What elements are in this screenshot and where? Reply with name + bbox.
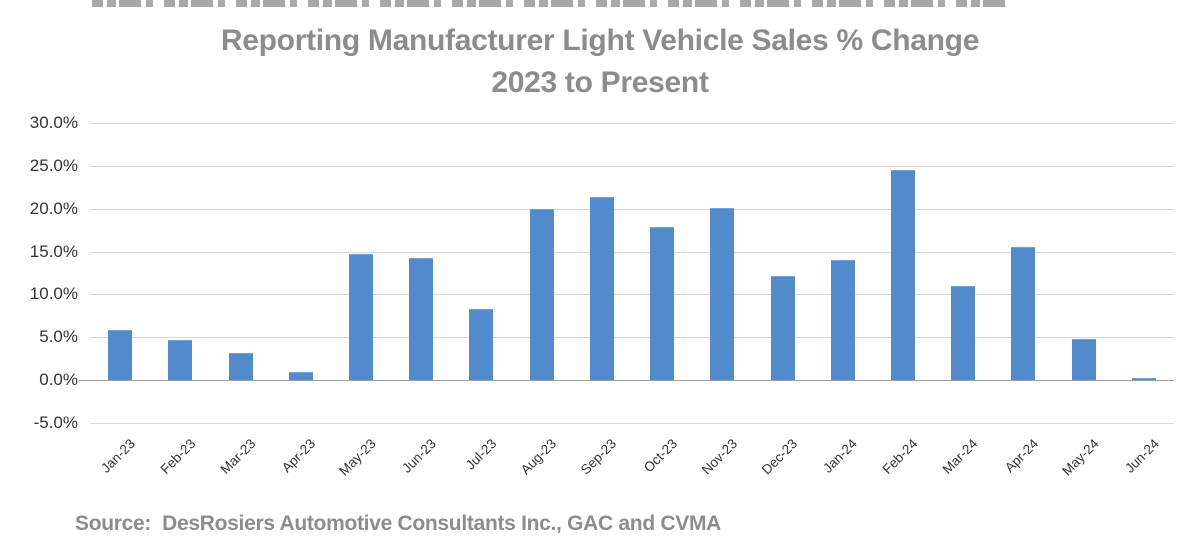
bar-oct-23 bbox=[650, 226, 675, 381]
source-note: Source: DesRosiers Automotive Consultant… bbox=[75, 512, 722, 535]
bar-jul-23 bbox=[469, 309, 494, 381]
bar-jun-23 bbox=[409, 258, 434, 381]
x-tick-label: May-23 bbox=[336, 436, 379, 479]
y-gridline bbox=[90, 337, 1174, 339]
bar-mar-23 bbox=[228, 352, 253, 381]
x-tick-label: Feb-24 bbox=[879, 436, 921, 477]
bar-aug-23 bbox=[529, 208, 554, 381]
x-tick-label: Sep-23 bbox=[578, 436, 620, 478]
bar-mar-24 bbox=[951, 285, 976, 381]
x-tick-label: Aug-23 bbox=[517, 436, 560, 478]
bar-jan-23 bbox=[108, 329, 133, 381]
bar-dec-23 bbox=[770, 276, 795, 381]
x-axis-line bbox=[90, 380, 1174, 382]
y-gridline bbox=[90, 294, 1174, 296]
y-tick-label: -5.0% bbox=[33, 413, 78, 432]
y-gridline bbox=[90, 423, 1174, 424]
chart-title-line-2: 2023 to Present bbox=[491, 66, 709, 99]
bar-feb-24 bbox=[891, 170, 915, 381]
y-tick-label: 30.0% bbox=[29, 113, 78, 132]
bar-may-24 bbox=[1071, 339, 1096, 381]
bar-apr-23 bbox=[288, 372, 313, 381]
chart-title-line-1: Reporting Manufacturer Light Vehicle Sal… bbox=[220, 24, 980, 57]
y-tick-label: 0.0% bbox=[39, 370, 78, 390]
x-tick-label: Jan-24 bbox=[820, 436, 861, 476]
clipped-title-line bbox=[92, 0, 1010, 7]
x-tick-label: Mar-23 bbox=[217, 436, 259, 477]
bar-may-23 bbox=[349, 254, 373, 381]
x-tick-label: Mar-24 bbox=[939, 436, 981, 477]
bar-feb-23 bbox=[168, 339, 193, 381]
y-tick-label: 15.0% bbox=[29, 241, 78, 261]
x-tick-label: Oct-23 bbox=[640, 436, 680, 476]
chart-title: Reporting Manufacturer Light Vehicle Sal… bbox=[0, 20, 1200, 104]
y-tick-label: 5.0% bbox=[39, 327, 78, 347]
y-gridline bbox=[90, 208, 1174, 210]
x-tick-label: Nov-23 bbox=[698, 436, 740, 478]
bar-jan-24 bbox=[830, 260, 855, 381]
bar-apr-24 bbox=[1011, 247, 1036, 381]
plot-area: Jan-23 Feb-23 Mar-23 Apr-23 May-23 Jun-23 Jul-… bbox=[79, 123, 1174, 478]
bar-nov-23 bbox=[710, 207, 735, 381]
y-tick-label: 25.0% bbox=[29, 155, 78, 175]
y-tick-label: 20.0% bbox=[29, 198, 78, 218]
x-tick-label: Jan-23 bbox=[97, 436, 138, 476]
y-gridline bbox=[90, 165, 1174, 167]
y-gridline bbox=[90, 123, 1174, 124]
x-tick-label: Apr-24 bbox=[1001, 436, 1042, 476]
x-tick-label: May-24 bbox=[1058, 436, 1102, 479]
bar-jun-24 bbox=[1131, 378, 1156, 381]
y-gridline bbox=[90, 251, 1174, 253]
axis-tick-mark bbox=[79, 380, 90, 382]
x-tick-label: Apr-23 bbox=[279, 436, 319, 476]
x-tick-label: Jun-23 bbox=[399, 436, 439, 476]
x-tick-label: Dec-23 bbox=[758, 436, 801, 478]
x-tick-label: Jun-24 bbox=[1121, 436, 1162, 476]
bar-sep-23 bbox=[589, 196, 614, 381]
x-tick-label: Jul-23 bbox=[462, 436, 500, 473]
y-axis-tick-labels: 30.0% 25.0% 20.0% 15.0% 10.0% 5.0% 0.0% -5.0% bbox=[0, 0, 78, 557]
x-tick-label: Feb-23 bbox=[157, 436, 198, 477]
y-tick-label: 10.0% bbox=[29, 284, 78, 304]
